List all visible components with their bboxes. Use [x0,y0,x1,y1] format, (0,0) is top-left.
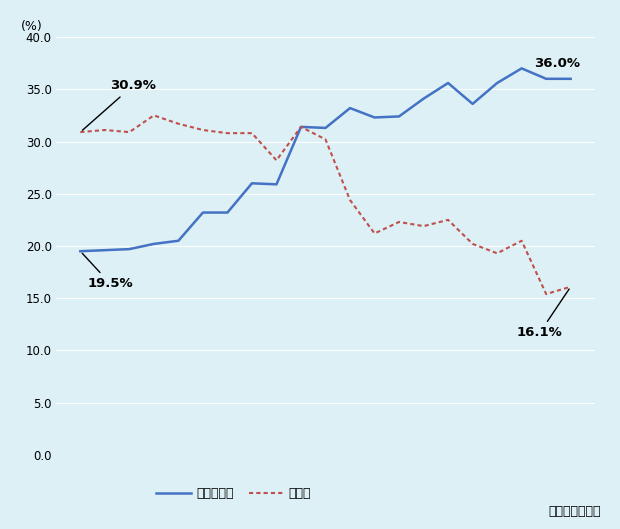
労働参加率 [224,209,231,216]
労働参加率 [542,76,550,82]
Legend: 労働参加率, 失業率: 労働参加率, 失業率 [151,482,316,505]
失業率 [297,124,304,130]
失業率 [322,136,329,143]
Text: 16.1%: 16.1% [516,289,569,340]
労働参加率 [126,246,133,252]
労働参加率 [347,105,354,111]
失業率 [77,129,84,135]
労働参加率 [101,247,108,253]
労働参加率 [567,76,574,82]
失業率 [150,112,157,118]
労働参加率 [273,181,280,187]
労働参加率 [199,209,206,216]
労働参加率 [518,65,525,71]
失業率 [567,284,574,290]
失業率 [396,219,403,225]
Line: 労働参加率: 労働参加率 [81,68,570,251]
失業率 [248,130,255,136]
労働参加率 [175,238,182,244]
失業率 [445,217,452,223]
Text: （年・四半期）: （年・四半期） [548,505,601,518]
労働参加率 [420,96,427,102]
Text: (%): (%) [20,20,43,33]
労働参加率 [396,113,403,120]
失業率 [101,127,108,133]
労働参加率 [150,241,157,247]
失業率 [420,223,427,229]
失業率 [224,130,231,136]
失業率 [469,241,476,247]
労働参加率 [297,124,304,130]
失業率 [518,238,525,244]
失業率 [371,230,378,236]
労働参加率 [371,114,378,121]
失業率 [175,121,182,127]
失業率 [273,157,280,163]
労働参加率 [77,248,84,254]
労働参加率 [248,180,255,186]
Text: 30.9%: 30.9% [82,79,156,130]
Text: 19.5%: 19.5% [82,253,133,290]
失業率 [347,197,354,203]
失業率 [126,129,133,135]
労働参加率 [322,125,329,131]
失業率 [542,291,550,297]
失業率 [199,127,206,133]
Line: 失業率: 失業率 [81,115,570,294]
Text: 36.0%: 36.0% [534,58,580,70]
失業率 [494,250,501,257]
労働参加率 [445,80,452,86]
労働参加率 [494,80,501,86]
労働参加率 [469,101,476,107]
